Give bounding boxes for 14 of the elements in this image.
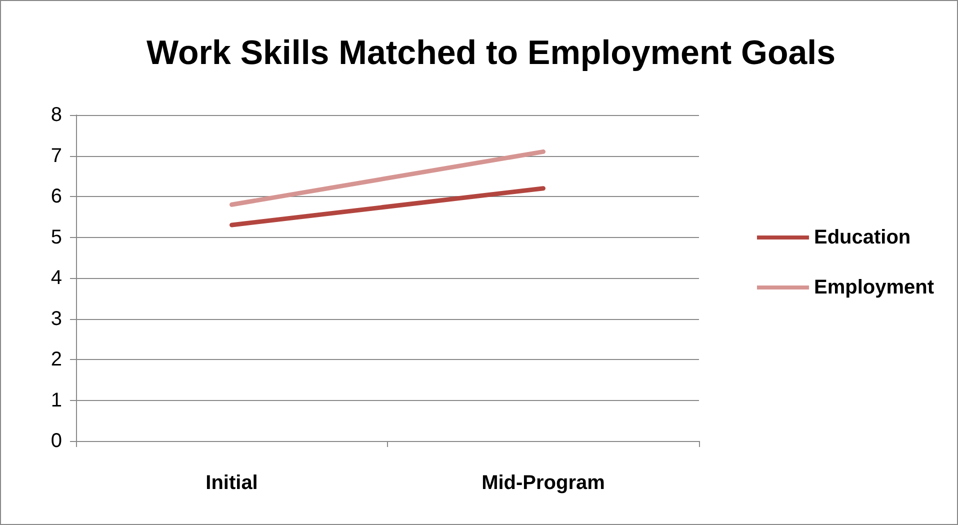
y-tick-label: 1	[50, 389, 62, 412]
y-tick-label: 4	[50, 267, 62, 289]
y-tick-label: 7	[50, 144, 62, 167]
legend-label: Education	[814, 226, 911, 248]
y-tick-label: 2	[50, 348, 62, 370]
legend-label: Employment	[814, 276, 934, 298]
y-tick-label: 5	[50, 226, 62, 248]
x-tick-label: Mid-Program	[482, 472, 605, 494]
y-tick-label: 0	[50, 430, 62, 452]
chart-title: Work Skills Matched to Employment Goals	[146, 34, 836, 72]
y-tick-label: 8	[50, 104, 62, 126]
x-tick-label: Initial	[206, 472, 258, 494]
y-tick-label: 6	[50, 186, 62, 208]
y-tick-label: 3	[50, 308, 62, 330]
